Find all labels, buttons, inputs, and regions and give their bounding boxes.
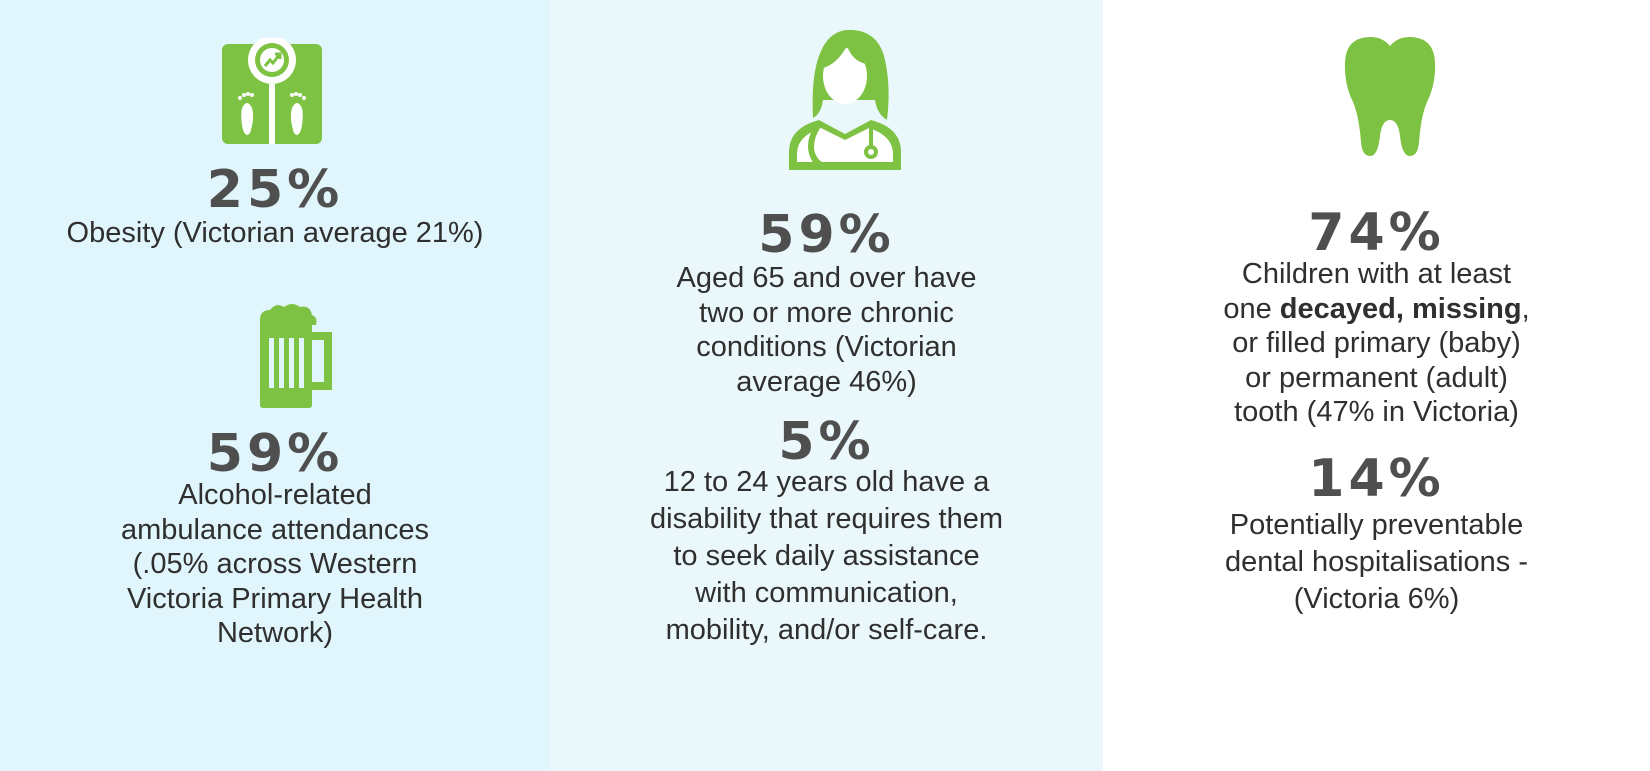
stat-chronic-conditions: 59% Aged 65 and over have two or more ch… — [550, 207, 1103, 399]
stat-value: 59% — [206, 424, 344, 484]
tooth-icon — [1344, 37, 1436, 156]
scale-icon — [222, 38, 322, 144]
stat-description: Alcohol-related ambulance attendances (.… — [121, 479, 429, 649]
stat-value: 25% — [206, 160, 344, 220]
stat-description: Children with at least one decayed, miss… — [1223, 258, 1530, 428]
column-dental-health: 74% Children with at least one decayed, … — [1103, 0, 1650, 771]
emphasis-text: decayed, missing — [1279, 292, 1522, 325]
stat-value: 5% — [778, 412, 875, 472]
beer-mug-icon — [260, 304, 332, 408]
doctor-icon — [789, 29, 901, 170]
stat-description: Obesity (Victorian average 21%) — [66, 217, 484, 249]
stat-description: 12 to 24 years old have a disability tha… — [650, 466, 1003, 646]
stat-description: Aged 65 and over have two or more chroni… — [676, 262, 977, 398]
stat-description: Potentially preventable dental hospitali… — [1224, 509, 1529, 615]
stat-value: 59% — [758, 205, 895, 265]
column-physical-health: 25% Obesity (Victorian average 21%) 59% … — [0, 0, 550, 771]
stat-dental-hospitalisations: 14% Potentially preventable dental hospi… — [1103, 451, 1650, 618]
stat-obesity: 25% Obesity (Victorian average 21%) — [0, 162, 550, 251]
stat-alcohol: 59% Alcohol-related ambulance attendance… — [0, 426, 550, 651]
stat-decayed-teeth: 74% Children with at least one decayed, … — [1103, 205, 1650, 430]
stat-value: 14% — [1308, 449, 1445, 509]
column-chronic-disability: 59% Aged 65 and over have two or more ch… — [550, 0, 1103, 771]
stat-disability: 5% 12 to 24 years old have a disability … — [550, 414, 1103, 649]
stat-value: 74% — [1308, 203, 1445, 263]
